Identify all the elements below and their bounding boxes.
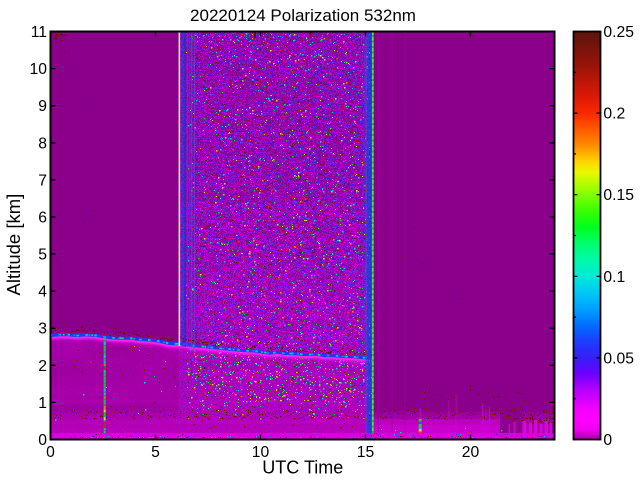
svg-text:20220124 Polarization 532nm: 20220124 Polarization 532nm (190, 6, 416, 25)
svg-text:7: 7 (38, 172, 47, 189)
svg-text:0: 0 (38, 432, 47, 449)
svg-text:0.25: 0.25 (603, 24, 634, 41)
svg-text:15: 15 (357, 444, 375, 461)
svg-text:0.05: 0.05 (603, 350, 634, 367)
svg-text:3: 3 (38, 321, 47, 338)
svg-text:9: 9 (38, 98, 47, 115)
svg-text:20: 20 (462, 444, 480, 461)
svg-text:Altitude [km]: Altitude [km] (3, 194, 24, 296)
svg-text:6: 6 (38, 210, 47, 227)
svg-text:0: 0 (603, 432, 612, 449)
svg-text:1: 1 (38, 395, 47, 412)
svg-text:10: 10 (30, 61, 48, 78)
svg-text:8: 8 (38, 135, 47, 152)
svg-text:UTC Time: UTC Time (262, 458, 343, 478)
svg-text:2: 2 (38, 358, 47, 375)
svg-text:0.1: 0.1 (603, 269, 625, 286)
svg-text:0.15: 0.15 (603, 187, 634, 204)
svg-text:11: 11 (31, 24, 47, 41)
svg-text:0.2: 0.2 (603, 106, 625, 123)
svg-text:5: 5 (38, 247, 47, 264)
svg-text:10: 10 (252, 444, 270, 461)
svg-text:0: 0 (46, 444, 55, 461)
svg-text:4: 4 (38, 284, 47, 301)
svg-text:5: 5 (151, 444, 160, 461)
